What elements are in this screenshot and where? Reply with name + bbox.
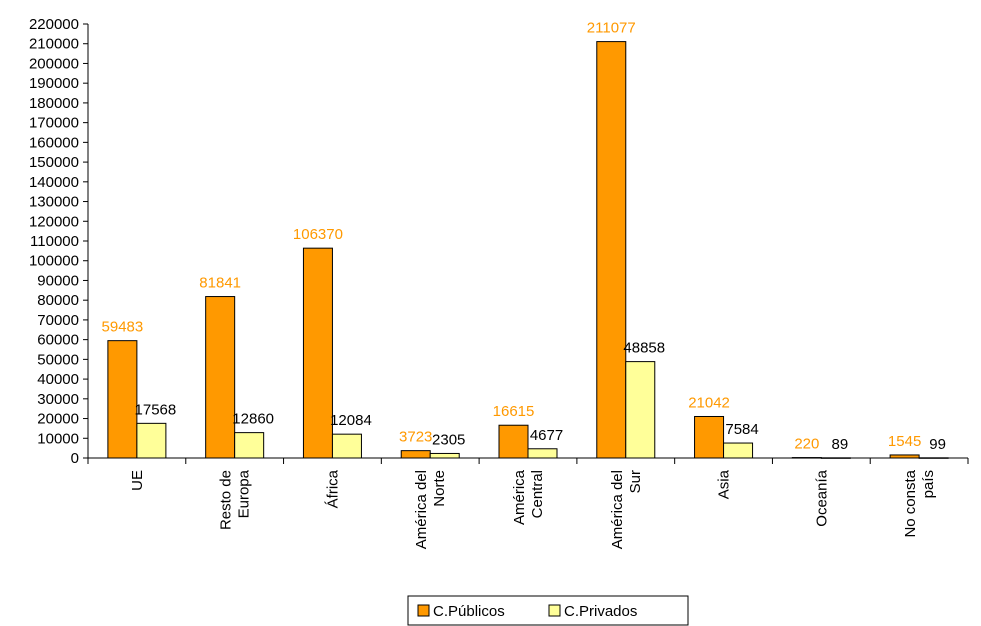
x-tick-label: No consta [902,469,919,537]
y-tick-label: 50000 [37,351,79,368]
legend: C.Públicos C.Privados [407,595,689,626]
x-tick-label: país [920,470,937,498]
data-label: 12084 [330,412,372,429]
y-tick-label: 120000 [29,213,79,230]
bar-privados [723,442,754,459]
y-tick-label: 90000 [37,272,79,289]
x-tick-label: América [511,469,528,525]
data-label: 211077 [587,20,636,37]
x-tick-label: Europa [236,469,253,518]
data-label: 4677 [530,427,563,444]
y-axis: 0 10000 20000 30000 40000 50000 60000 70000 8000… [29,16,89,467]
x-tick-label: América del [609,470,626,549]
y-tick-label: 160000 [29,134,79,151]
bar-publicos [400,450,431,459]
data-label: 59483 [102,319,144,336]
x-tick-label: América del [413,470,430,549]
y-tick-label: 100000 [29,253,79,270]
y-tick-label: 40000 [37,371,79,388]
data-label: 16615 [493,403,535,420]
y-tick-label: 0 [71,450,79,467]
data-labels: 59483 81841 106370 3723 16615 211077 21042 220 1… [102,20,946,453]
legend-label: C.Privados [564,603,637,620]
data-label: 17568 [135,401,177,418]
bar-privados [429,452,460,459]
y-tick-label: 200000 [29,55,79,72]
data-label: 2305 [432,431,465,448]
y-tick-label: 180000 [29,95,79,112]
y-tick-label: 70000 [37,312,79,329]
y-tick-label: 170000 [29,115,79,132]
y-tick-label: 10000 [37,430,79,447]
data-label: 99 [929,436,946,453]
data-label: 48858 [623,340,665,357]
y-tick-label: 30000 [37,391,79,408]
y-tick-label: 80000 [37,292,79,309]
bar-privados [234,432,265,459]
bar-privados [625,361,656,459]
x-tick-label: Sur [627,470,644,493]
y-tick-label: 110000 [30,233,79,250]
x-tick-label: Central [529,470,546,518]
bar-privados [527,448,558,459]
legend-box [407,595,689,626]
x-axis: UE Resto de Europa África América del Norte Am… [87,457,969,549]
x-tick-label: África [324,469,341,508]
y-tick-label: 20000 [37,411,79,428]
data-label: 81841 [199,275,241,292]
bar-publicos [498,424,529,459]
y-tick-label: 220000 [29,16,79,33]
data-label: 3723 [399,429,432,446]
bar-publicos [302,247,333,459]
y-tick-label: 190000 [29,75,79,92]
legend-swatch [548,604,561,617]
data-label: 106370 [293,226,343,243]
y-tick-label: 140000 [29,174,79,191]
y-tick-label: 210000 [29,36,79,53]
data-label: 21042 [688,394,730,411]
y-tick-label: 150000 [29,154,79,171]
data-label: 12860 [232,411,274,428]
y-tick-label: 130000 [29,194,79,211]
bar-publicos [107,340,138,459]
y-tick-label: 60000 [37,332,79,349]
x-tick-label: Oceanía [813,469,830,526]
x-tick-label: Norte [431,470,448,507]
x-tick-label: Resto de [218,470,235,530]
bar-publicos [694,415,725,459]
bar-publicos [205,296,236,459]
x-tick-label: Asia [716,469,733,499]
bars [107,41,949,459]
legend-label: C.Públicos [433,603,505,620]
data-label: 89 [831,436,848,453]
legend-swatch [417,604,430,617]
bar-privados [331,433,362,459]
bar-privados [136,422,167,459]
data-label: 1545 [888,433,921,450]
x-tick-label: UE [129,470,146,491]
data-label: 7584 [725,421,758,438]
data-label: 220 [794,436,819,453]
bar-publicos [596,41,627,459]
